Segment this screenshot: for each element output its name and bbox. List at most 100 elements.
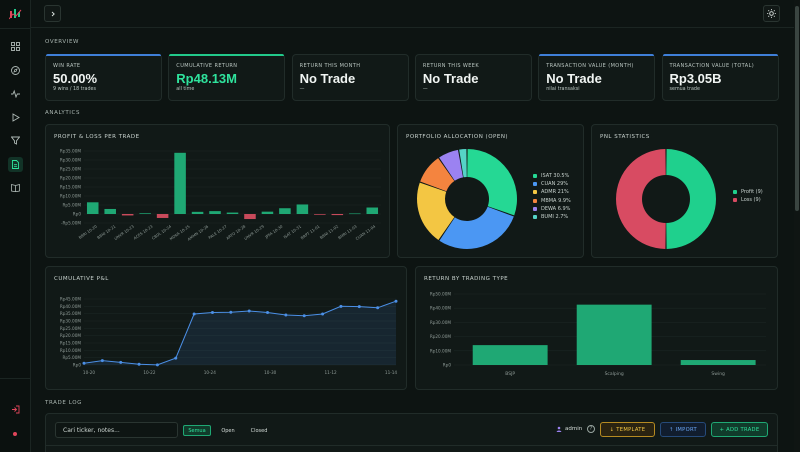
x-tick-label: JPFA 10-30 — [263, 223, 284, 240]
pie-slice — [666, 149, 716, 249]
sidebar-divider — [0, 28, 31, 29]
sidebar-item-dashboard[interactable] — [8, 39, 23, 54]
y-tick-label: Rp0 — [73, 363, 82, 368]
scrollbar-thumb[interactable] — [795, 6, 799, 211]
sidebar-item-activity[interactable] — [8, 86, 23, 101]
bar — [314, 214, 326, 215]
section-label-overview: OVERVIEW — [45, 39, 80, 45]
user-indicator: admin — [556, 426, 582, 432]
bar — [139, 213, 151, 214]
bar — [349, 213, 361, 215]
portfolio-allocation-chart — [417, 149, 517, 249]
logout-icon — [12, 405, 20, 414]
table-header-divider — [45, 445, 778, 446]
legend-label: MBMA 9.9% — [541, 197, 571, 204]
y-tick-label: Rp35.00M — [60, 311, 82, 316]
user-icon — [556, 426, 562, 432]
pnl-statistics-card: PNL STATISTICS Profit (9) Loss (9) — [591, 124, 778, 258]
sidebar-item-docs[interactable] — [8, 180, 23, 195]
stat-card: TRANSACTION VALUE (TOTAL) Rp3.05B semua tr… — [661, 54, 779, 101]
data-point — [119, 360, 123, 364]
legend-swatch — [733, 190, 737, 195]
x-tick-label: Swing — [711, 371, 725, 377]
section-label-analytics: ANALYTICS — [45, 110, 81, 116]
y-tick-label: Rp40.00M — [60, 304, 82, 309]
sidebar — [0, 0, 31, 452]
legend-label: DEWA 6.9% — [541, 205, 571, 212]
template-button[interactable]: ↓ TEMPLATE — [600, 422, 655, 437]
sidebar-item-filter[interactable] — [8, 133, 23, 148]
data-point — [376, 306, 380, 310]
area-fill — [84, 301, 396, 365]
add-trade-button[interactable]: + ADD TRADE — [711, 422, 768, 437]
sidebar-item-explore[interactable] — [8, 63, 23, 78]
filter-open[interactable]: Open — [221, 427, 235, 434]
legend-item: CUAN 29% — [533, 180, 571, 188]
x-tick-label: Scalping — [605, 371, 624, 377]
y-tick-label: Rp15.00M — [60, 185, 82, 190]
x-tick-label: BRPT 11-01 — [300, 223, 321, 240]
stat-card-subtitle: 9 wins / 18 trades — [53, 87, 96, 92]
top-bar — [31, 0, 800, 28]
pnl-statistics-legend: Profit (9) Loss (9) — [733, 188, 763, 204]
y-tick-label: Rp10.00M — [60, 194, 82, 199]
legend-item: ADMR 21% — [533, 188, 571, 196]
sidebar-item-journal[interactable] — [8, 157, 23, 172]
stat-card-subtitle: all time — [176, 87, 195, 92]
bar — [209, 211, 221, 214]
y-tick-label: Rp35.00M — [60, 149, 82, 154]
expand-sidebar-button[interactable] — [44, 5, 61, 22]
series-line — [83, 300, 397, 366]
legend-item: BUMI 2.7% — [533, 213, 571, 221]
x-tick-label: 10-20 — [83, 370, 96, 375]
bar — [244, 214, 256, 220]
stat-card-title: RETURN THIS WEEK — [422, 63, 480, 69]
theme-toggle-button[interactable] — [763, 5, 780, 22]
y-tick-label: Rp50.00M — [430, 292, 452, 297]
stat-card: WIN RATE 50.00% 9 wins / 18 trades — [45, 54, 162, 101]
stat-card-value: No Trade — [546, 71, 602, 86]
y-tick-label: -Rp5.00M — [61, 221, 81, 226]
return-by-type-chart: Rp50.00M Rp40.00M Rp30.00M Rp20.00M Rp10.00M… — [430, 292, 766, 377]
chart-title: RETURN BY TRADING TYPE — [424, 276, 509, 282]
x-tick-label: BBRI 10-20 — [78, 223, 99, 240]
stat-card-title: TRANSACTION VALUE (MONTH) — [546, 63, 634, 69]
y-tick-label: Rp30.00M — [430, 320, 452, 325]
import-button[interactable]: ↑ IMPORT — [660, 422, 706, 437]
stat-card-value: Rp48.13M — [176, 71, 237, 86]
logo-icon — [9, 9, 22, 20]
legend-label: Loss (9) — [741, 197, 761, 204]
bar — [576, 304, 652, 365]
bar — [156, 214, 169, 218]
return-by-type-card: RETURN BY TRADING TYPE Rp50.00M Rp40.00M R… — [415, 266, 778, 390]
bar — [121, 214, 134, 216]
bar — [174, 152, 186, 214]
scrollbar[interactable] — [794, 0, 800, 452]
sidebar-item-play[interactable] — [8, 110, 23, 125]
legend-swatch — [533, 182, 537, 187]
cumulative-pnl-card: CUMULATIVE P&L Rp45.00M Rp40.00M Rp35.00M R… — [45, 266, 407, 390]
bar — [680, 360, 756, 365]
y-tick-label: Rp30.00M — [60, 158, 82, 163]
help-icon[interactable]: ? — [587, 425, 595, 433]
search-input[interactable]: Cari ticker, notes... — [55, 422, 178, 438]
bar — [296, 204, 309, 214]
chart-title: CUMULATIVE P&L — [54, 276, 109, 282]
activity-icon — [11, 89, 20, 98]
logout-button[interactable] — [8, 402, 23, 417]
filter-closed[interactable]: Closed — [250, 427, 268, 434]
x-tick-label: UNVR 10-23 — [113, 223, 135, 241]
user-name: admin — [565, 426, 583, 432]
legend-item: ISAT 30.5% — [533, 172, 571, 180]
stat-card-title: TRANSACTION VALUE (TOTAL) — [669, 63, 755, 69]
y-tick-label: Rp5.00M — [62, 203, 81, 208]
sidebar-divider — [0, 378, 31, 379]
y-tick-label: Rp25.00M — [60, 326, 82, 331]
data-point — [394, 299, 398, 303]
stat-card-value: No Trade — [299, 71, 356, 86]
y-tick-label: Rp20.00M — [60, 176, 82, 181]
stat-card-title: WIN RATE — [53, 63, 81, 69]
filter-all[interactable]: Semua — [183, 425, 211, 436]
stat-card-value: 50.00% — [53, 71, 98, 86]
y-tick-label: Rp40.00M — [430, 306, 452, 311]
